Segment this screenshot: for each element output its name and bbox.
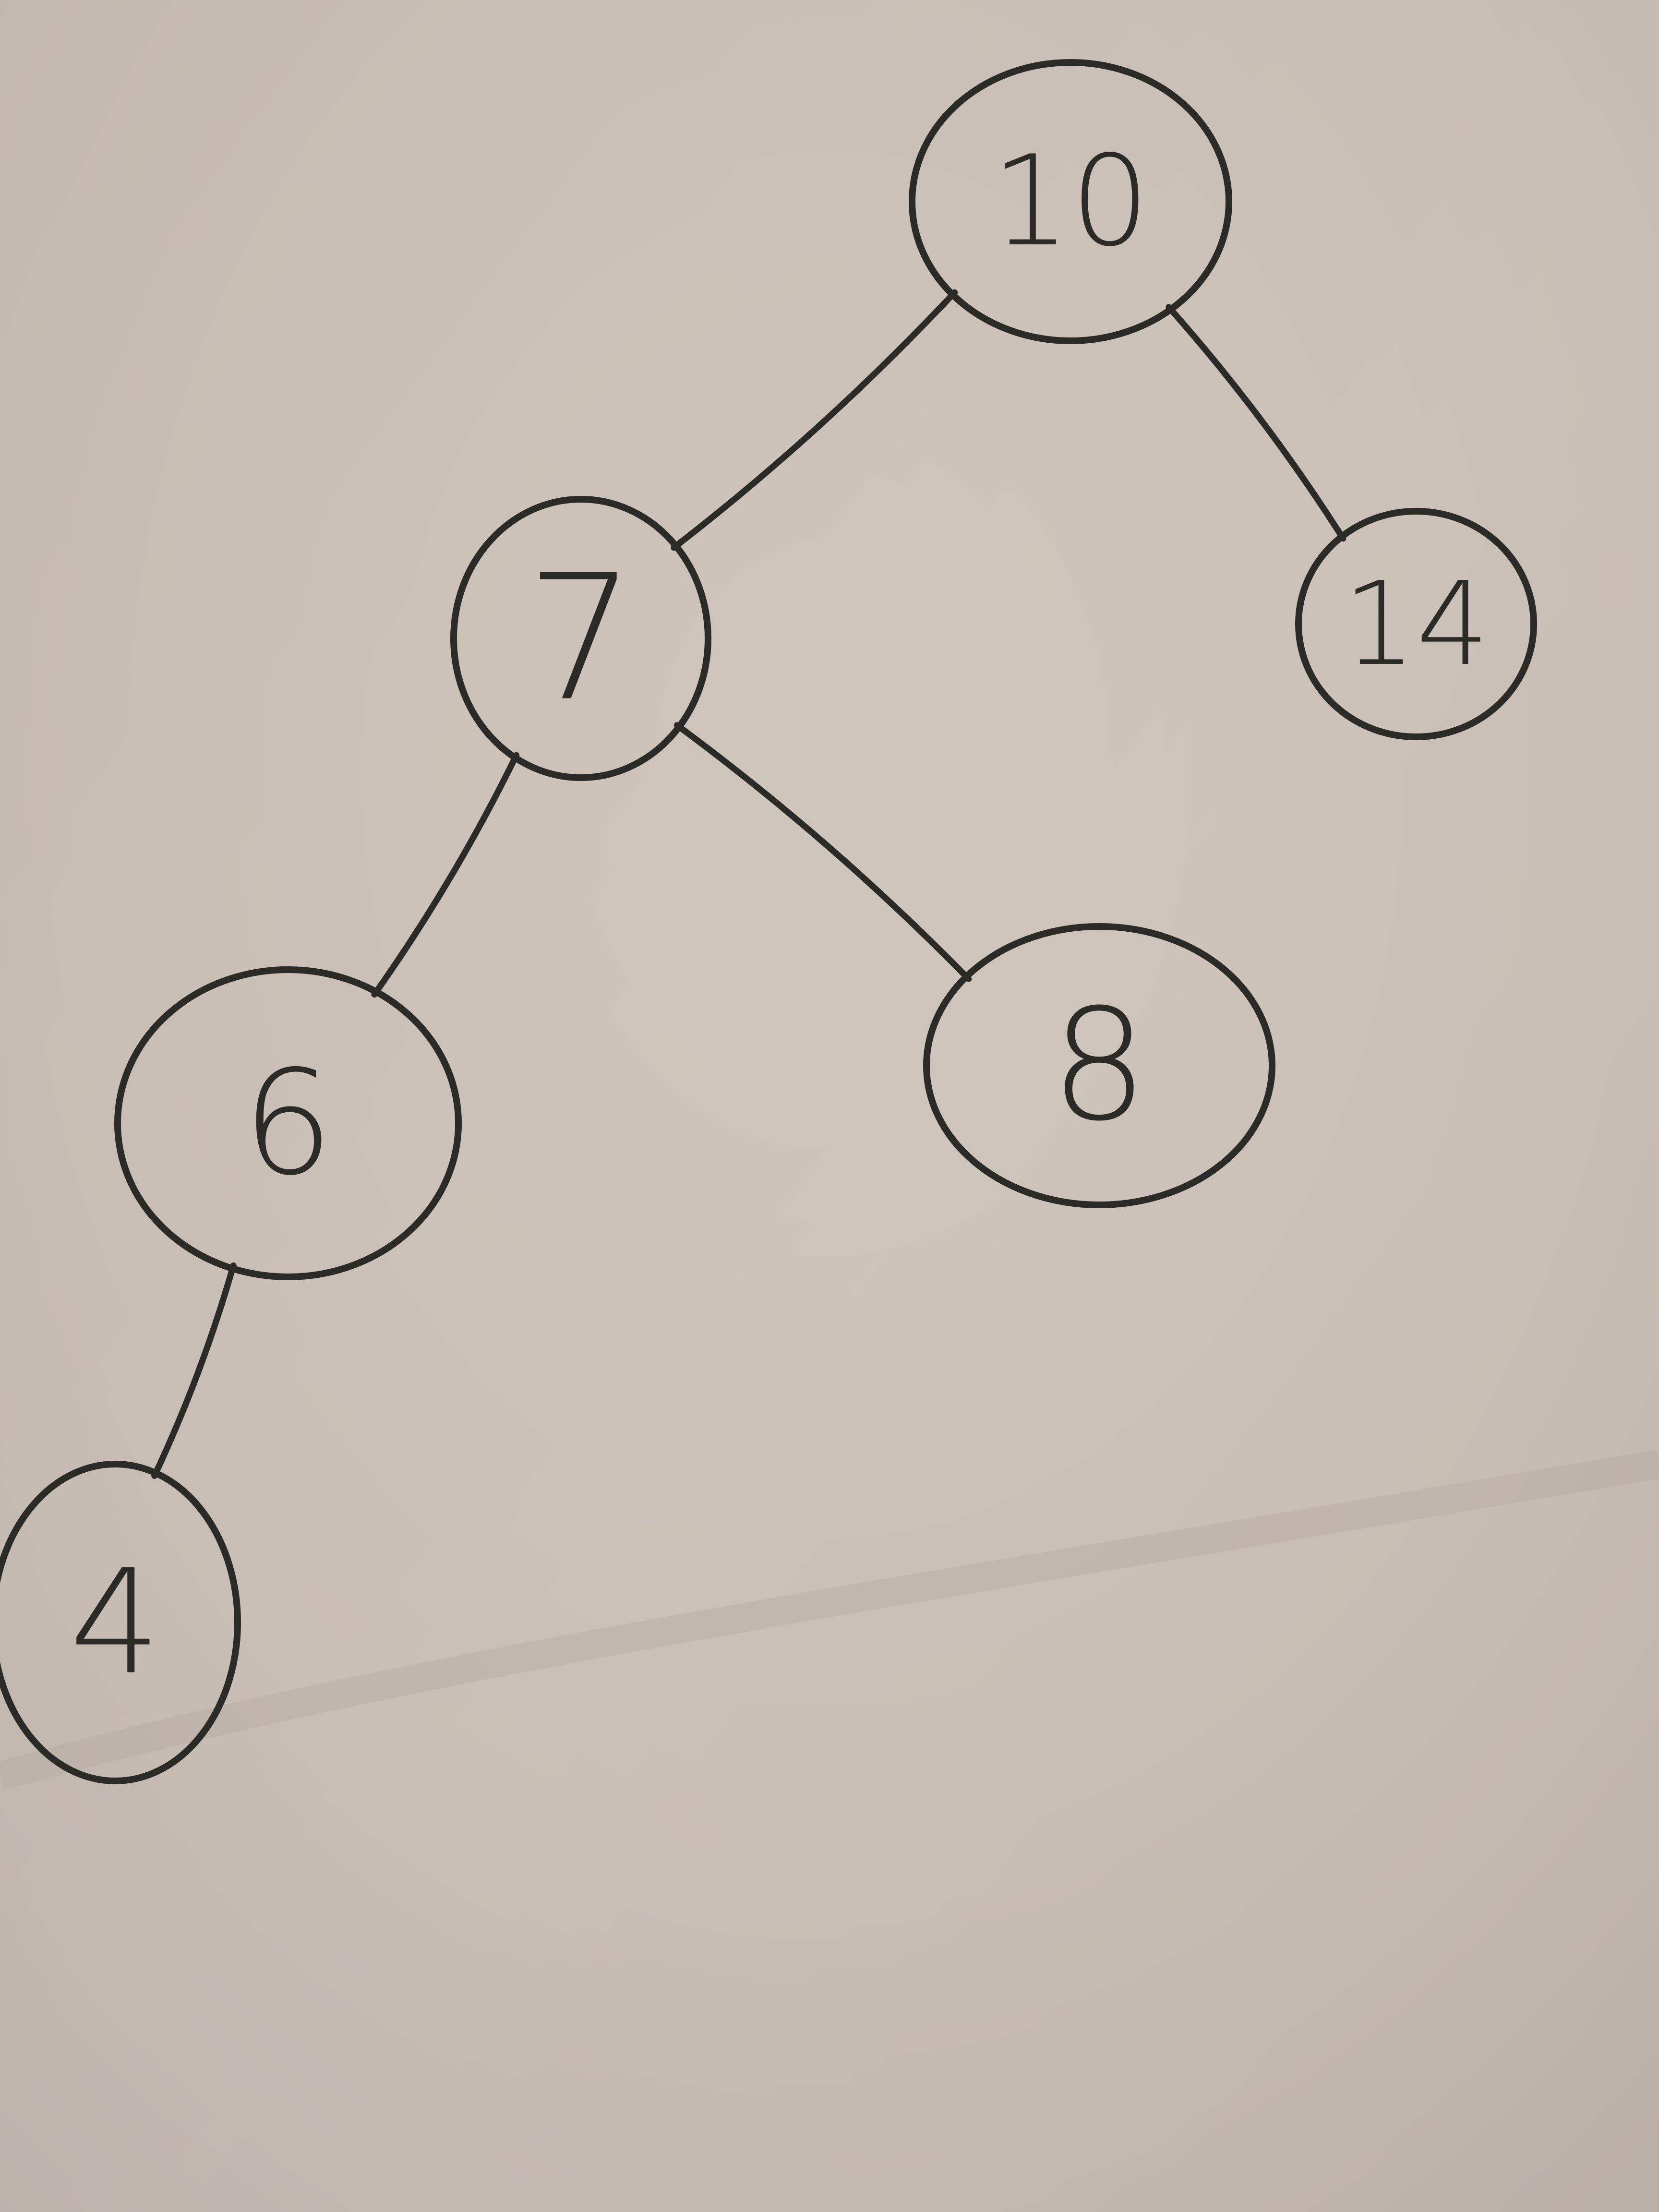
tree-node-14: 14 <box>1295 508 1537 740</box>
node-label: 8 <box>1050 976 1148 1155</box>
node-label: 14 <box>1343 557 1489 691</box>
tree-node-6: 6 <box>114 966 462 1280</box>
node-circle <box>450 496 711 781</box>
tree-node-8: 8 <box>923 923 1275 1208</box>
node-label: 6 <box>242 1040 334 1207</box>
node-label: 4 <box>70 1539 161 1707</box>
node-circle <box>114 966 462 1280</box>
node-circle <box>1295 508 1537 740</box>
tree-nodes: 10 7 14 6 8 4 <box>0 59 1537 1784</box>
node-label: 10 <box>991 129 1150 274</box>
tree-node-10: 10 <box>909 59 1232 344</box>
node-circle <box>0 1461 241 1784</box>
tree-edge-10-7 <box>671 289 958 551</box>
node-circle <box>923 923 1275 1208</box>
node-label: 7 <box>526 538 636 739</box>
tree-edge-6-4 <box>151 1262 237 1479</box>
tree-edge-7-6 <box>371 752 520 998</box>
tree-node-4: 4 <box>0 1461 241 1784</box>
tree-node-7: 7 <box>450 496 711 781</box>
tree-edges <box>151 289 1346 1479</box>
node-circle <box>909 59 1232 344</box>
tree-edge-10-14 <box>1166 304 1346 542</box>
tree-edge-7-8 <box>673 722 972 982</box>
